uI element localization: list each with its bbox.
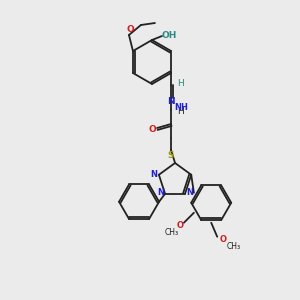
Text: O: O — [148, 124, 156, 134]
Text: CH₃: CH₃ — [226, 242, 240, 251]
Text: N: N — [187, 188, 194, 197]
Text: H: H — [177, 80, 183, 88]
Text: O: O — [220, 235, 227, 244]
Text: S: S — [168, 151, 174, 160]
Text: N: N — [150, 170, 158, 179]
Text: N: N — [167, 98, 175, 106]
Text: O: O — [176, 221, 183, 230]
Text: CH₃: CH₃ — [165, 228, 179, 237]
Text: NH: NH — [174, 103, 188, 112]
Text: OH: OH — [161, 31, 177, 40]
Text: O: O — [126, 26, 134, 34]
Text: H: H — [177, 106, 183, 116]
Text: N: N — [158, 188, 165, 197]
